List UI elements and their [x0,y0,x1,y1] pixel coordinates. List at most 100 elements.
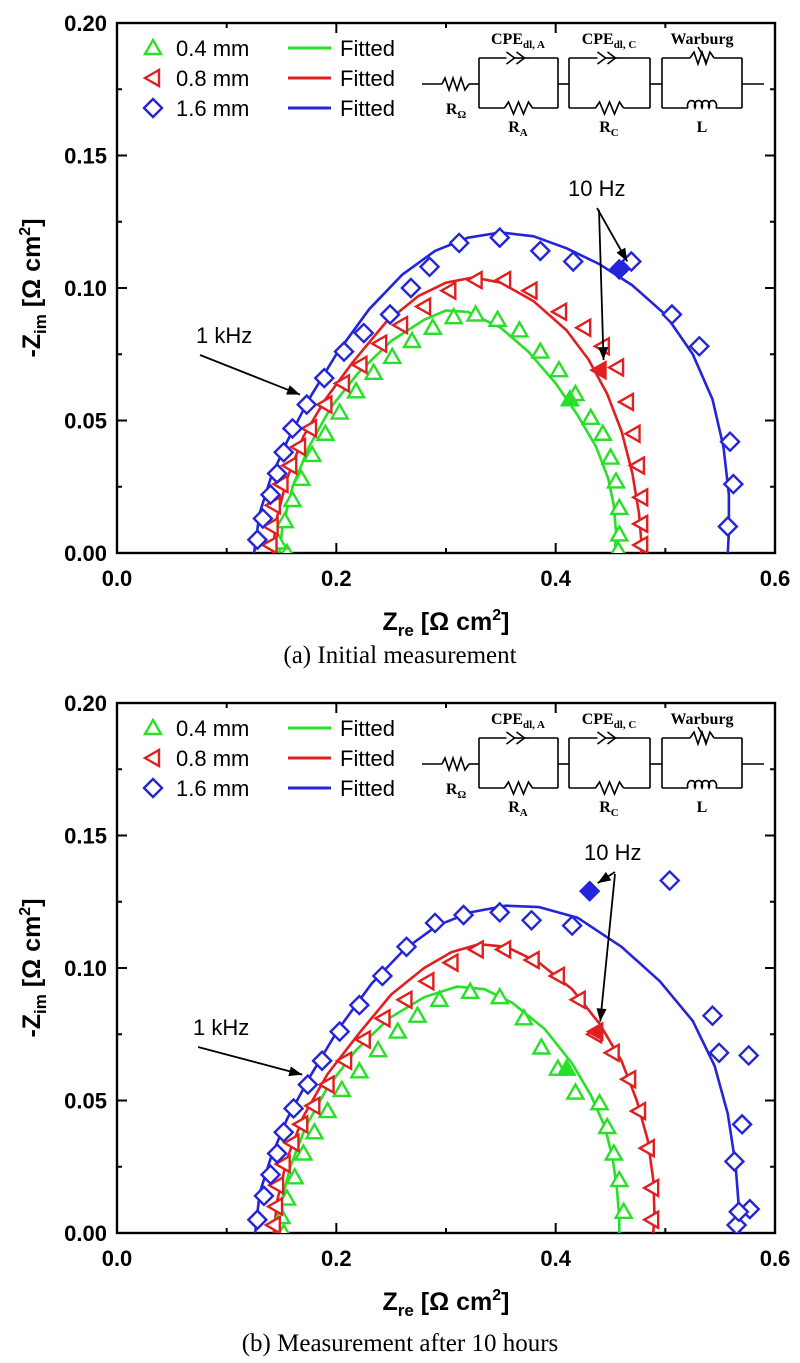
data-point-1-6-mm [708,1042,730,1064]
data-point-1-6-mm [719,431,741,453]
data-point-1-6-mm [246,1209,269,1231]
fitted-line-1-6-mm [252,231,731,553]
legend-marker-1-6-mm [142,97,164,119]
data-point-0-4-mm [531,1037,552,1055]
filled-frequency-marker [608,258,630,281]
data-point-0-8-mm [416,971,435,992]
data-point-0-4-mm [429,989,450,1007]
data-point-0-4-mm [609,497,630,516]
data-point-0-4-mm [349,1060,370,1079]
fitted-line-0-8-mm [272,942,656,1233]
data-point-1-6-mm [723,1150,746,1173]
data-point-0-4-mm [331,1079,352,1098]
chart-panel-after-10-hours: 0.0 0.2 0.4 0.6 0.00 0.05 0.10 0.15 0.20 Zre [Ω c… [0,680,800,1360]
data-point-0-4-mm [363,362,384,380]
x-axis-label: Zre [Ω cm2] [383,607,510,640]
legend-marker-1-6-mm [142,777,164,799]
data-point-0-4-mm [613,1201,634,1219]
data-point-0-8-mm [438,280,457,301]
circuit-resistor [503,779,534,797]
circuit-warburg-element [689,729,715,747]
data-point-0-8-mm [493,939,512,960]
data-point-1-6-mm [400,277,422,299]
data-point-0-4-mm [346,380,367,399]
legend-label: 1.6 mm [176,96,249,121]
x-tick-label: 0.0 [102,566,133,591]
circuit-resistor-r-ohm [441,755,470,773]
data-point-0-4-mm [382,346,403,365]
y-tick-label: 0.20 [64,691,107,716]
data-point-1-6-mm [725,1214,748,1233]
circuit-resistor [594,779,625,797]
circuit-inductor [686,99,718,110]
data-point-0-4-mm [610,539,626,553]
legend-marker-0-4-mm [142,37,164,56]
data-point-0-8-mm [547,965,566,987]
circuit-label-warburg: Warburg [670,711,733,728]
circuit-inductor [686,779,718,790]
data-point-1-6-mm [418,256,441,278]
annotation-10hz: 10 Hz [584,840,641,865]
legend-fitted-label: Fitted [340,36,395,61]
data-point-0-8-mm [317,1074,335,1095]
data-point-0-8-mm [265,1196,284,1217]
filled-frequency-marker [559,388,580,407]
data-point-0-4-mm [487,309,508,327]
data-point-1-6-mm [659,869,681,892]
x-tick-label: 0.2 [321,1246,352,1271]
data-point-1-6-mm [348,994,371,1016]
fitted-line-0-4-mm [278,309,618,553]
data-point-0-4-mm [315,423,336,441]
data-point-0-4-mm [465,304,486,322]
circuit-cpe-element [506,731,516,745]
legend-label: 0.4 mm [176,36,249,61]
data-point-0-4-mm [329,402,350,420]
data-point-1-6-mm [371,965,394,987]
data-point-0-8-mm [350,354,368,375]
y-tick-label: 0.10 [64,956,107,981]
circuit-label-inductor: L [697,799,708,816]
data-point-0-4-mm [600,447,621,465]
data-point-0-4-mm [460,981,481,1000]
data-point-0-8-mm [573,317,592,338]
data-point-1-6-mm [701,1005,724,1027]
data-point-0-4-mm [489,986,510,1005]
data-point-1-6-mm [737,1044,760,1067]
y-tick-label: 0.15 [64,144,107,169]
data-point-1-6-mm [489,226,511,249]
data-point-0-4-mm [317,1100,338,1119]
legend-label: 0.8 mm [176,746,249,771]
legend-fitted-label: Fitted [340,746,395,771]
data-point-0-4-mm [565,1082,586,1100]
data-point-1-6-mm [520,909,543,931]
data-point-1-6-mm [259,484,282,506]
data-point-0-8-mm [618,1069,637,1090]
circuit-resistor [503,99,534,117]
data-point-0-8-mm [299,418,318,439]
data-point-0-8-mm [332,373,351,394]
y-tick-label: 0.00 [64,541,107,566]
data-point-1-6-mm [311,1050,333,1072]
data-point-0-4-mm [304,1121,325,1140]
data-point-0-8-mm [263,1214,282,1233]
data-point-0-8-mm [606,357,625,378]
data-point-1-6-mm [688,335,711,357]
data-point-1-6-mm [272,1121,295,1143]
data-point-1-6-mm [333,340,355,363]
circuit-resistor-r-ohm [441,75,470,93]
legend-fitted-label: Fitted [340,776,395,801]
data-point-1-6-mm [728,1201,750,1223]
data-point-1-6-mm [328,1020,351,1043]
circuit-label-r-ohm: RΩ [446,781,467,801]
x-tick-label: 0.6 [760,1246,791,1271]
data-point-1-6-mm [529,240,552,262]
data-point-0-8-mm [466,939,484,960]
data-point-0-8-mm [630,487,649,508]
x-tick-label: 0.0 [102,1246,133,1271]
data-point-0-8-mm [630,534,649,553]
legend-marker-0-8-mm [142,67,161,89]
circuit-label-inductor: L [697,119,708,136]
data-point-0-4-mm [443,306,464,325]
data-point-0-4-mm [609,524,630,542]
data-point-0-4-mm [387,1021,408,1039]
